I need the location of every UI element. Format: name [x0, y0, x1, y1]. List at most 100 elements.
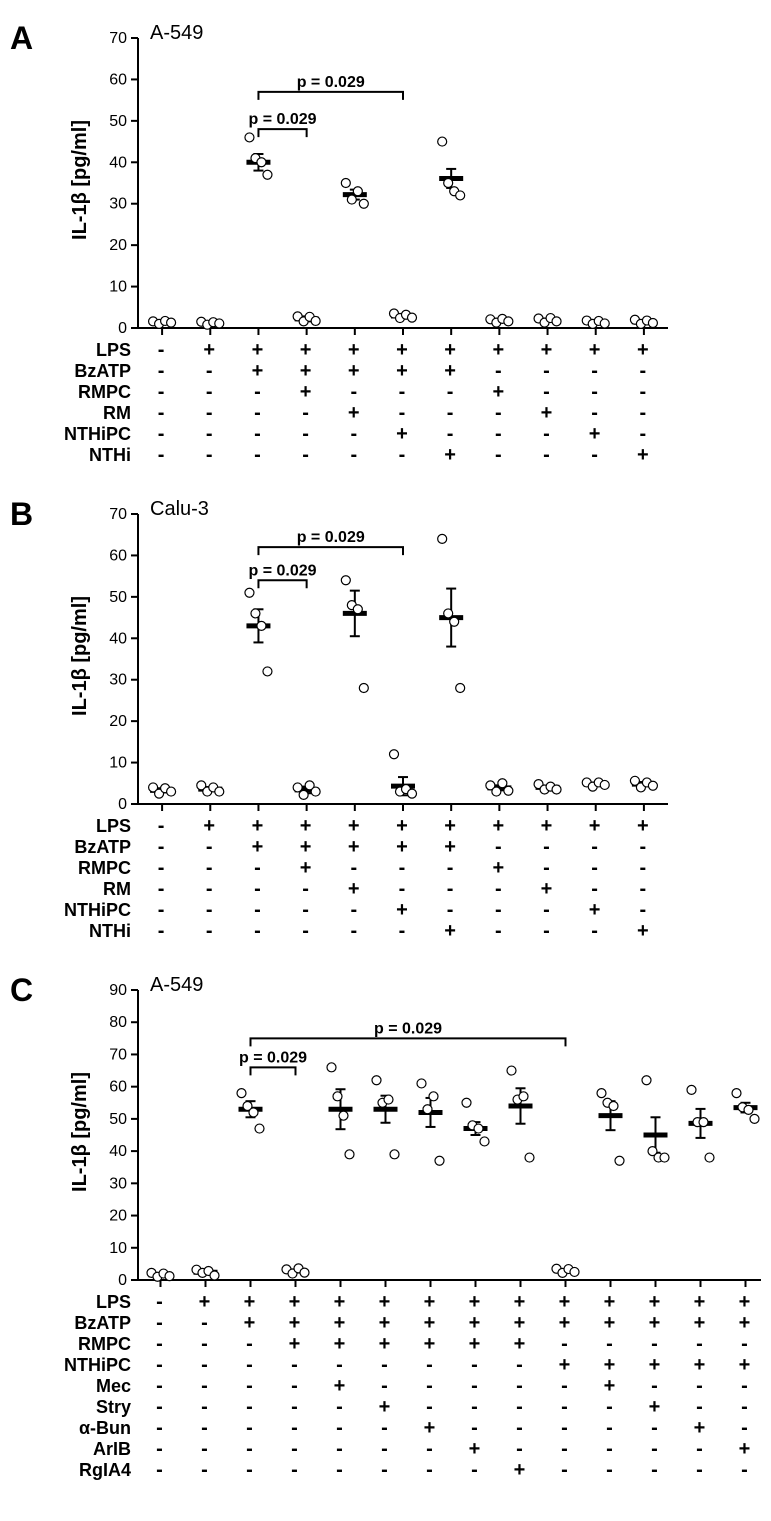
treatment-cell: - — [201, 1397, 208, 1418]
y-tick-label: 50 — [109, 113, 127, 130]
data-point — [417, 1079, 426, 1088]
treatment-cell: - — [561, 1439, 568, 1460]
treatment-cell: - — [350, 382, 357, 403]
treatment-cell: - — [471, 1397, 478, 1418]
treatment-cell: - — [291, 1439, 298, 1460]
treatment-cell: - — [246, 1397, 253, 1418]
treatment-cell: - — [591, 361, 598, 382]
y-tick-label: 40 — [109, 1143, 127, 1160]
treatment-cell: - — [606, 1439, 613, 1460]
data-point — [507, 1066, 516, 1075]
data-point — [552, 317, 561, 326]
treatment-column: ------ — [137, 340, 185, 466]
treatment-column: ++-++---- — [587, 1292, 632, 1481]
scatter-chart: 0102030405060708090p = 0.029p = 0.029 — [92, 972, 761, 1292]
y-tick-label: 10 — [109, 1240, 127, 1257]
treatment-cell: - — [639, 837, 646, 858]
data-point — [408, 313, 417, 322]
treatment-cell: + — [348, 879, 360, 900]
treatment-column: +----- — [185, 816, 233, 942]
treatment-cell: - — [156, 1313, 163, 1334]
treatment-cell: + — [514, 1313, 526, 1334]
treatment-cell: - — [543, 445, 550, 466]
treatment-label: α-Bun — [79, 1418, 137, 1439]
treatment-body: ------+-----++----+++---++-+--++--+-++--… — [137, 816, 667, 942]
significance-label: p = 0.029 — [374, 1020, 442, 1037]
y-tick-label: 90 — [109, 982, 127, 999]
treatment-cell: - — [254, 879, 261, 900]
treatment-cell: + — [637, 816, 649, 837]
treatment-label: NTHiPC — [64, 900, 137, 921]
treatment-column: +----- — [185, 340, 233, 466]
treatment-cell: - — [639, 858, 646, 879]
treatment-cell: - — [651, 1460, 658, 1481]
data-point — [474, 1124, 483, 1133]
treatment-cell: - — [156, 1418, 163, 1439]
data-point — [333, 1092, 342, 1101]
treatment-cell: + — [694, 1418, 706, 1439]
data-point — [750, 1114, 759, 1123]
treatment-cell: - — [741, 1376, 748, 1397]
significance-label: p = 0.029 — [249, 111, 317, 128]
y-tick-label: 0 — [118, 320, 127, 337]
significance-label: p = 0.029 — [249, 562, 317, 579]
treatment-cell: + — [396, 424, 408, 445]
data-point — [390, 750, 399, 759]
treatment-column: +++--- — [282, 816, 330, 942]
treatment-cell: + — [492, 858, 504, 879]
treatment-cell: + — [589, 816, 601, 837]
treatment-column: ++--+- — [378, 816, 426, 942]
data-point — [699, 1118, 708, 1127]
treatment-cell: - — [156, 1460, 163, 1481]
treatment-cell: + — [244, 1292, 256, 1313]
treatment-cell: - — [336, 1418, 343, 1439]
treatment-cell: + — [469, 1292, 481, 1313]
treatment-row-labels: LPSBzATPRMPCNTHiPCMecStryα-BunArIBRgIA4 — [65, 1292, 137, 1481]
treatment-cell: - — [447, 382, 454, 403]
treatment-column: ++-+-+--- — [632, 1292, 677, 1481]
treatment-cell: + — [541, 816, 553, 837]
treatment-cell: - — [158, 445, 165, 466]
treatment-cell: + — [492, 816, 504, 837]
treatment-cell: - — [495, 837, 502, 858]
treatment-cell: + — [469, 1313, 481, 1334]
treatment-cell: - — [516, 1439, 523, 1460]
treatment-cell: - — [426, 1439, 433, 1460]
treatment-cell: + — [444, 921, 456, 942]
data-point — [492, 787, 501, 796]
treatment-cell: - — [156, 1334, 163, 1355]
treatment-cell: + — [348, 837, 360, 858]
treatment-column: +--+-- — [522, 340, 570, 466]
treatment-cell: - — [543, 361, 550, 382]
data-point — [450, 617, 459, 626]
significance-label: p = 0.029 — [297, 529, 365, 546]
treatment-cell: - — [696, 1334, 703, 1355]
treatment-cell: - — [336, 1460, 343, 1481]
treatment-cell: - — [246, 1334, 253, 1355]
treatment-cell: - — [381, 1439, 388, 1460]
data-point — [615, 1156, 624, 1165]
treatment-cell: + — [469, 1334, 481, 1355]
treatment-cell: + — [604, 1313, 616, 1334]
data-point — [339, 1111, 348, 1120]
treatment-cell: - — [291, 1460, 298, 1481]
treatment-cell: + — [379, 1397, 391, 1418]
treatment-grid: LPSBzATPRMPCRMNTHiPCNTHi------+-----++--… — [65, 340, 761, 466]
treatment-column: ++-+----- — [542, 1292, 587, 1481]
treatment-cell: + — [396, 837, 408, 858]
figure-panel-A: AA-549IL-1β [pg/ml]010203040506070p = 0.… — [10, 20, 761, 466]
y-tick-label: 10 — [109, 279, 127, 296]
treatment-cell: - — [246, 1355, 253, 1376]
treatment-cell: + — [444, 837, 456, 858]
treatment-cell: + — [203, 340, 215, 361]
treatment-cell: - — [651, 1376, 658, 1397]
treatment-cell: - — [206, 361, 213, 382]
data-point — [438, 137, 447, 146]
treatment-label: LPS — [96, 1292, 137, 1313]
treatment-column: +++-+---- — [317, 1292, 362, 1481]
data-point — [642, 1076, 651, 1085]
treatment-column: ++---- — [233, 816, 281, 942]
treatment-cell: - — [254, 921, 261, 942]
y-tick-label: 60 — [109, 1079, 127, 1096]
treatment-grid: LPSBzATPRMPCRMNTHiPCNTHi------+-----++--… — [65, 816, 761, 942]
